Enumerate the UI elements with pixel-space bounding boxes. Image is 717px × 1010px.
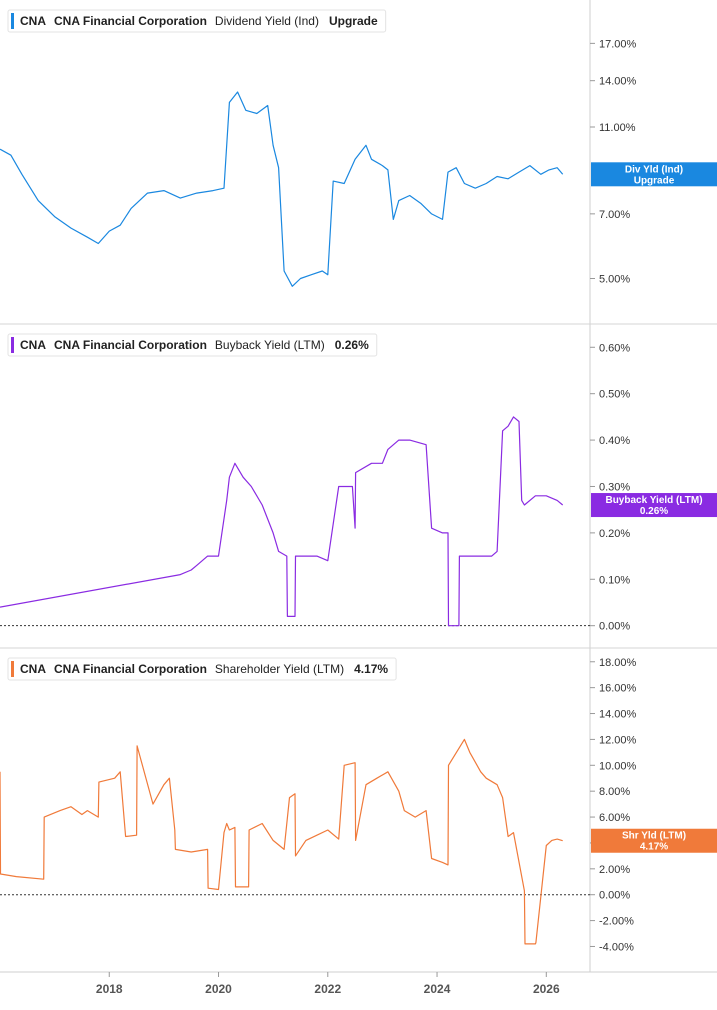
x-tick-label: 2024 <box>424 982 451 996</box>
legend-background <box>7 333 378 357</box>
legend-ticker: CNA <box>20 662 46 676</box>
y-tick-label: 0.30% <box>599 481 630 493</box>
legend-box: CNA CNA Financial Corporation Dividend Yie… <box>7 9 387 33</box>
series-line <box>0 416 564 627</box>
last-value-tag: Buyback Yield (LTM)0.26% <box>591 493 717 518</box>
legend-box: CNA CNA Financial Corporation Shareholder … <box>7 657 397 681</box>
legend-current-value: 4.17% <box>354 662 388 676</box>
legend-current-value: Upgrade <box>329 14 378 28</box>
last-value-tag-value: Upgrade <box>634 175 675 186</box>
legend-box: CNA CNA Financial Corporation Buyback Yiel… <box>7 333 378 357</box>
legend-company: CNA Financial Corporation <box>54 14 207 28</box>
legend-current-value: 0.26% <box>335 338 369 352</box>
legend-company: CNA Financial Corporation <box>54 662 207 676</box>
y-tick-label: 5.00% <box>599 274 630 286</box>
last-value-tag-value: 4.17% <box>640 842 668 853</box>
y-tick-label: 14.00% <box>599 76 637 88</box>
last-value-tag-label: Shr Yld (LTM) <box>622 831 686 842</box>
legend-ticker: CNA <box>20 338 46 352</box>
y-tick-label: 2.00% <box>599 864 630 876</box>
y-tick-label: 6.00% <box>599 812 630 824</box>
y-tick-label: 0.20% <box>599 528 630 540</box>
series-line <box>0 738 563 945</box>
y-tick-label: 18.00% <box>599 657 637 669</box>
y-tick-label: -4.00% <box>599 941 634 953</box>
legend-ticker: CNA <box>20 14 46 28</box>
chart-panel-3: -4.00%-2.00%0.00%2.00%4.00%6.00%8.00%10.… <box>0 647 717 972</box>
x-tick-label: 2020 <box>205 982 232 996</box>
x-tick-label: 2022 <box>314 982 341 996</box>
legend-color-swatch <box>11 337 14 353</box>
y-tick-label: 10.00% <box>599 760 637 772</box>
legend-metric: Dividend Yield (Ind) <box>215 14 319 28</box>
chart-panel-2: 0.00% 0.10% 0.20% 0.30% 0.40% 0.50% 0.60% Buyba… <box>0 323 717 648</box>
legend-background <box>7 657 397 681</box>
y-tick-label: 14.00% <box>599 709 637 721</box>
last-value-tag: Shr Yld (LTM)4.17% <box>591 828 717 853</box>
y-tick-label: 8.00% <box>599 786 630 798</box>
legend-metric: Shareholder Yield (LTM) <box>215 662 344 676</box>
x-tick-label: 2026 <box>533 982 560 996</box>
last-value-tag-bg <box>591 828 717 853</box>
y-tick-label: 12.00% <box>599 734 637 746</box>
last-value-tag-label: Buyback Yield (LTM) <box>605 495 702 506</box>
y-tick-label: 7.00% <box>599 209 630 221</box>
chart-panel-1: 5.00%7.00%11.00%14.00%17.00%9.00%Div Yld… <box>0 0 717 324</box>
last-value-tag-value: 0.26% <box>640 506 668 517</box>
legend-metric: Buyback Yield (LTM) <box>215 338 325 352</box>
y-tick-label: 0.00% <box>599 621 630 633</box>
y-tick-label: 0.40% <box>599 435 630 447</box>
last-value-tag: Div Yld (Ind)Upgrade <box>591 162 717 187</box>
legend-company: CNA Financial Corporation <box>54 338 207 352</box>
y-tick-label: 0.60% <box>599 342 630 354</box>
last-value-tag-bg <box>591 162 717 187</box>
y-tick-label: 0.50% <box>599 389 630 401</box>
series-line <box>0 91 564 287</box>
legend-color-swatch <box>11 661 14 677</box>
y-tick-label: 0.10% <box>599 574 630 586</box>
y-tick-label: 0.00% <box>599 890 630 902</box>
last-value-tag-label: Div Yld (Ind) <box>625 164 683 175</box>
x-tick-label: 2018 <box>96 982 123 996</box>
legend-color-swatch <box>11 13 14 29</box>
legend-background <box>7 9 387 33</box>
y-tick-label: 11.00% <box>599 122 636 134</box>
y-tick-label: 17.00% <box>599 38 637 50</box>
y-tick-label: 16.00% <box>599 683 637 695</box>
y-tick-label: -2.00% <box>599 916 634 928</box>
last-value-tag-bg <box>591 493 717 518</box>
x-axis: 2018 2020 2022 2024 2026 <box>0 971 717 996</box>
